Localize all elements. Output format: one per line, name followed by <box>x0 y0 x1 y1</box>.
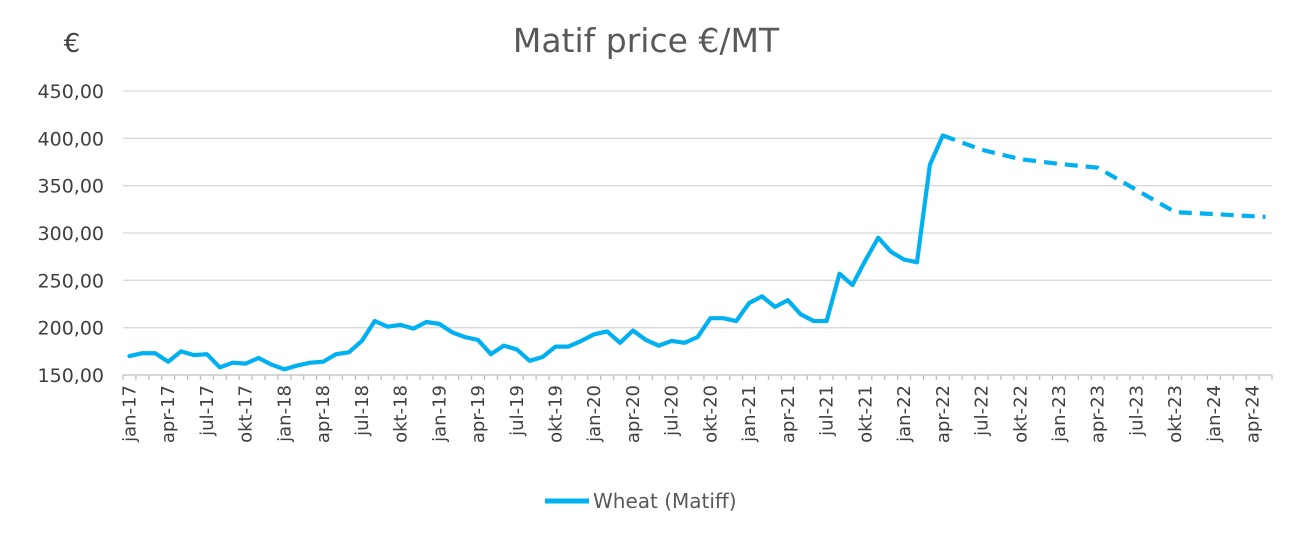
x-tick-label: okt-19 <box>545 385 566 443</box>
x-tick-label: jul-20 <box>662 385 683 437</box>
y-axis-ticks: 150,00 200,00 250,00 300,00 350,00 400,00 450,… <box>38 81 104 387</box>
x-tick-label: apr-23 <box>1088 385 1109 443</box>
chart-title: Matif price €/MT <box>513 21 780 60</box>
x-tick-label: apr-20 <box>623 385 644 443</box>
x-tick-label: okt-20 <box>700 385 721 443</box>
gridlines <box>123 90 1272 329</box>
x-tick-label: jan-19 <box>429 385 450 443</box>
x-tick-label: jul-17 <box>197 385 218 437</box>
series-wheat <box>127 133 1266 372</box>
y-tick-label: 350,00 <box>38 176 104 198</box>
x-tick-label: jul-21 <box>817 385 838 437</box>
x-tick-label: jan-21 <box>739 385 760 443</box>
x-tick-label: jul-22 <box>972 385 993 437</box>
x-tick-label: jan-24 <box>1204 385 1225 443</box>
x-tick-label: jan-23 <box>1049 385 1070 443</box>
x-tick-label: jul-19 <box>507 385 528 437</box>
y-unit-label: € <box>64 29 81 59</box>
x-tick-label: okt-23 <box>1165 385 1186 443</box>
y-tick-label: 200,00 <box>38 318 104 340</box>
y-tick-label: 400,00 <box>38 128 104 150</box>
x-tick-label: jan-18 <box>274 385 295 443</box>
x-tick-label: jul-23 <box>1126 385 1147 437</box>
series-line-forecast <box>942 133 1266 220</box>
x-tick-label: okt-22 <box>1010 385 1031 443</box>
x-tick-label: apr-19 <box>468 385 489 443</box>
y-tick-label: 150,00 <box>38 365 104 387</box>
x-tick-label: apr-21 <box>778 385 799 443</box>
x-tick-label: apr-17 <box>158 385 179 443</box>
x-tick-label: jul-18 <box>352 385 373 437</box>
y-tick-label: 450,00 <box>38 81 104 103</box>
legend-label: Wheat (Matiff) <box>593 489 737 513</box>
x-tick-label: apr-24 <box>1243 385 1264 443</box>
x-tick-label: okt-21 <box>855 385 876 443</box>
x-axis: jan-17 apr-17 jul-17 okt-17 jan-18 apr-18 jul-… <box>119 374 1273 443</box>
x-tick-label: okt-18 <box>391 385 412 443</box>
series-line-actual <box>127 133 945 372</box>
x-tick-label: jan-20 <box>584 385 605 443</box>
y-tick-label: 300,00 <box>38 223 104 245</box>
x-tick-label: jan-22 <box>894 385 915 443</box>
x-tick-label: jan-17 <box>119 385 140 443</box>
y-tick-label: 250,00 <box>38 270 104 292</box>
legend: Wheat (Matiff) <box>545 489 737 513</box>
x-tick-label: okt-17 <box>236 385 257 443</box>
x-tick-label: apr-22 <box>933 385 954 443</box>
x-tick-label: apr-18 <box>313 385 334 443</box>
